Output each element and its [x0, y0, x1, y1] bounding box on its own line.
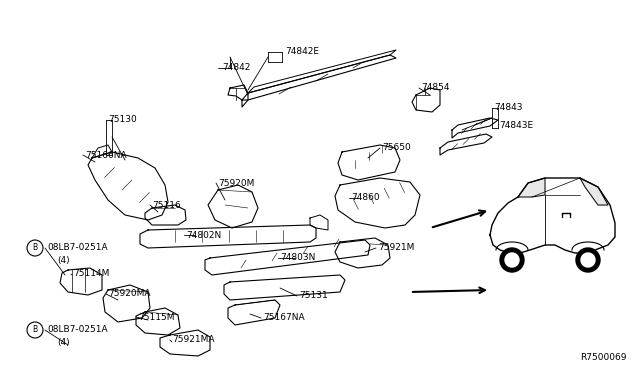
Text: 74860: 74860: [351, 193, 380, 202]
Text: B: B: [33, 326, 38, 334]
Text: 74843E: 74843E: [499, 122, 533, 131]
Circle shape: [500, 248, 524, 272]
Polygon shape: [160, 330, 210, 356]
Polygon shape: [335, 178, 420, 228]
Polygon shape: [490, 178, 615, 253]
Text: 75921M: 75921M: [378, 244, 414, 253]
Text: 75130: 75130: [108, 115, 137, 125]
Text: 75167NA: 75167NA: [263, 314, 305, 323]
Text: 75921MA: 75921MA: [172, 336, 214, 344]
Polygon shape: [224, 275, 345, 300]
Text: 74842: 74842: [222, 64, 250, 73]
Circle shape: [576, 248, 600, 272]
Polygon shape: [580, 178, 608, 205]
Text: (4): (4): [57, 257, 70, 266]
Text: 75116: 75116: [152, 201, 180, 209]
Polygon shape: [136, 308, 180, 335]
Text: 08LB7-0251A: 08LB7-0251A: [47, 326, 108, 334]
Text: 75920M: 75920M: [218, 179, 254, 187]
Polygon shape: [242, 55, 396, 107]
Text: 74802N: 74802N: [186, 231, 221, 240]
Text: 74854: 74854: [421, 83, 449, 93]
Polygon shape: [440, 134, 492, 155]
Text: 74843: 74843: [494, 103, 522, 112]
Polygon shape: [518, 178, 545, 197]
Text: 75650: 75650: [382, 144, 411, 153]
Text: B: B: [33, 244, 38, 253]
Polygon shape: [412, 88, 440, 112]
Text: 75131: 75131: [299, 292, 328, 301]
Polygon shape: [335, 238, 390, 268]
Text: 08LB7-0251A: 08LB7-0251A: [47, 244, 108, 253]
Text: 75114M: 75114M: [73, 269, 109, 279]
Polygon shape: [60, 268, 102, 295]
Polygon shape: [228, 300, 280, 325]
Text: 75920MA: 75920MA: [108, 289, 150, 298]
Polygon shape: [88, 152, 168, 220]
Text: (4): (4): [57, 339, 70, 347]
Circle shape: [505, 253, 519, 267]
Polygon shape: [208, 185, 258, 228]
Polygon shape: [338, 145, 400, 180]
Text: 75166NA: 75166NA: [85, 151, 127, 160]
Polygon shape: [248, 50, 396, 93]
Polygon shape: [310, 215, 328, 230]
Polygon shape: [103, 285, 150, 322]
Text: R7500069: R7500069: [580, 353, 627, 362]
Text: 74803N: 74803N: [280, 253, 316, 263]
Polygon shape: [452, 118, 498, 138]
Polygon shape: [228, 85, 248, 100]
Polygon shape: [205, 240, 370, 275]
Polygon shape: [145, 205, 186, 225]
Text: 74842E: 74842E: [285, 48, 319, 57]
Polygon shape: [140, 225, 316, 248]
Text: 75115M: 75115M: [138, 312, 175, 321]
Polygon shape: [92, 145, 112, 158]
Circle shape: [581, 253, 595, 267]
